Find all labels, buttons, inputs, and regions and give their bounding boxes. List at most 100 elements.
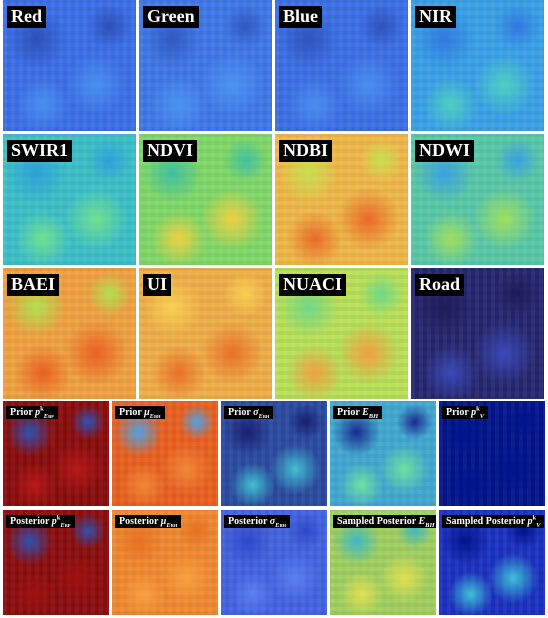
label-subscript: BH bbox=[425, 522, 434, 529]
tile-label: Posterior μEBH bbox=[115, 515, 182, 529]
tile-label: Road bbox=[415, 274, 465, 296]
label-subscript-main: E bbox=[258, 413, 263, 420]
label-subscript: EBH bbox=[258, 413, 269, 420]
label-subscript: V bbox=[536, 522, 540, 529]
tile-label: NIR bbox=[415, 6, 457, 28]
input-image: UI bbox=[139, 268, 272, 399]
label-superscript: k bbox=[56, 514, 61, 522]
tile-label: Sampled Posterior EBH bbox=[333, 515, 436, 529]
label-text: Red bbox=[11, 6, 42, 26]
label-text: Sampled Posterior bbox=[446, 516, 528, 527]
output-map: Sampled Posterior EBH bbox=[330, 510, 436, 615]
label-text: Prior bbox=[337, 407, 363, 418]
tile-label: SWIR1 bbox=[7, 140, 73, 162]
input-image: NDVI bbox=[139, 134, 272, 265]
label-text: Posterior bbox=[228, 516, 270, 527]
label-text: Blue bbox=[283, 6, 319, 26]
output-map: Sampled Posterior pkV bbox=[439, 510, 545, 615]
label-subscript-sub: BH bbox=[154, 414, 161, 419]
tile-label: UI bbox=[143, 274, 172, 296]
tile-label: NDWI bbox=[415, 140, 475, 162]
label-subscript: EBH bbox=[275, 522, 286, 529]
label-symbol: E bbox=[362, 407, 369, 418]
label-subscript-sub: BP bbox=[64, 523, 71, 528]
label-subscript-main: BH bbox=[368, 413, 379, 420]
input-image: NDWI bbox=[411, 134, 544, 265]
input-image: NDBI bbox=[275, 134, 408, 265]
output-map: Prior pkEBP bbox=[3, 401, 109, 506]
label-subscript-main: E bbox=[275, 522, 280, 529]
label-symbol: μ bbox=[160, 516, 167, 527]
label-text: SWIR1 bbox=[11, 140, 69, 160]
label-subscript-main: V bbox=[479, 413, 485, 420]
label-subscript-sub: BH bbox=[170, 523, 178, 528]
tile-label: BAEI bbox=[7, 274, 60, 296]
label-text: NDVI bbox=[147, 140, 194, 160]
tile-label: Posterior σEBH bbox=[224, 515, 291, 529]
tile-label: Prior pkEBP bbox=[6, 405, 58, 420]
tile-label: NDBI bbox=[279, 140, 333, 162]
label-symbol: p bbox=[51, 516, 57, 527]
tile-label: Prior pkV bbox=[442, 405, 489, 420]
output-map: Posterior σEBH bbox=[221, 510, 327, 615]
label-text: Prior bbox=[228, 407, 254, 418]
label-subscript-main: BH bbox=[425, 522, 435, 529]
tile-label: Blue bbox=[279, 6, 323, 28]
label-superscript: k bbox=[532, 514, 537, 522]
tile-label: Green bbox=[143, 6, 199, 28]
input-image: Road bbox=[411, 268, 544, 399]
label-text: Prior bbox=[119, 407, 145, 418]
label-subscript: EBP bbox=[44, 413, 54, 420]
input-image: Blue bbox=[275, 0, 408, 131]
label-symbol: p bbox=[471, 407, 477, 418]
label-text: Road bbox=[419, 274, 461, 294]
input-image: SWIR1 bbox=[3, 134, 136, 265]
label-subscript: EBH bbox=[150, 413, 161, 420]
label-text: NIR bbox=[419, 6, 453, 26]
label-text: UI bbox=[147, 274, 168, 294]
tile-label: Posterior pkEBP bbox=[6, 514, 75, 529]
input-image: NUACI bbox=[275, 268, 408, 399]
label-subscript-main: E bbox=[43, 413, 49, 420]
label-subscript: BH bbox=[369, 413, 378, 420]
input-image: NIR bbox=[411, 0, 544, 131]
output-map: Prior μEBH bbox=[112, 401, 218, 506]
label-subscript-sub: BP bbox=[48, 414, 54, 419]
label-subscript-sub: BH bbox=[279, 523, 287, 528]
label-symbol: E bbox=[418, 516, 426, 527]
label-subscript-main: E bbox=[149, 413, 154, 420]
label-text: Posterior bbox=[119, 516, 161, 527]
label-symbol: p bbox=[527, 516, 533, 527]
tile-label: Prior EBH bbox=[333, 406, 383, 420]
output-map: Prior σEBH bbox=[221, 401, 327, 506]
label-subscript: EBP bbox=[60, 522, 70, 529]
tile-label: Prior μEBH bbox=[115, 406, 165, 420]
label-subscript-main: E bbox=[60, 522, 65, 529]
label-subscript-sub: BH bbox=[262, 414, 270, 419]
label-text: BAEI bbox=[11, 274, 56, 294]
label-subscript: EBH bbox=[166, 522, 177, 529]
label-superscript: k bbox=[476, 405, 480, 413]
output-map: Prior EBH bbox=[330, 401, 436, 506]
input-image: BAEI bbox=[3, 268, 136, 399]
label-text: NUACI bbox=[283, 274, 343, 294]
label-text: NDBI bbox=[283, 140, 329, 160]
label-subscript-main: E bbox=[166, 522, 171, 529]
label-symbol: p bbox=[35, 407, 41, 418]
label-text: NDWI bbox=[419, 140, 471, 160]
tile-label: NDVI bbox=[143, 140, 198, 162]
label-text: Prior bbox=[446, 407, 472, 418]
label-symbol: σ bbox=[253, 407, 259, 418]
output-map: Posterior μEBH bbox=[112, 510, 218, 615]
input-image: Green bbox=[139, 0, 272, 131]
tile-label: NUACI bbox=[279, 274, 347, 296]
input-image: Red bbox=[3, 0, 136, 131]
output-map: Prior pkV bbox=[439, 401, 545, 506]
label-text: Prior bbox=[10, 407, 36, 418]
label-subscript: V bbox=[480, 413, 484, 420]
tile-label: Red bbox=[7, 6, 46, 28]
tile-label: Prior σEBH bbox=[224, 406, 274, 420]
label-superscript: k bbox=[40, 405, 44, 413]
label-symbol: σ bbox=[269, 516, 276, 527]
